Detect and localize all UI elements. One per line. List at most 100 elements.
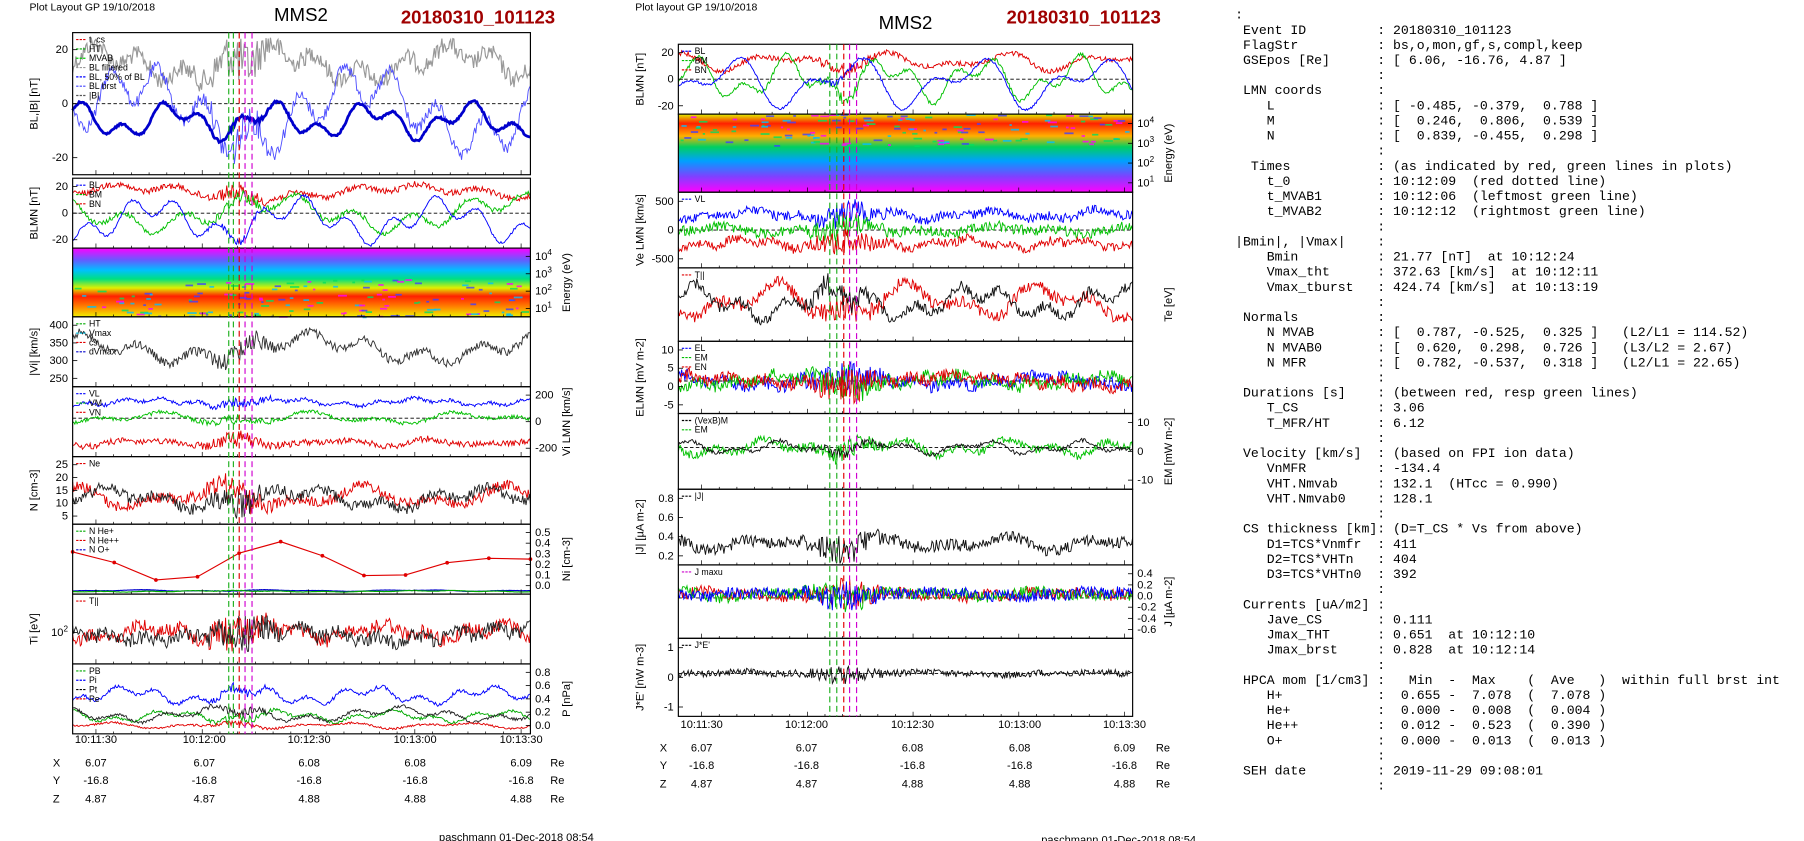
tick-base: 10 [535,268,547,280]
axis-label: BLMN [nT] [634,53,646,106]
ephemeris-unit: Re [1156,778,1170,790]
ephemeris-value: 6.09 [1114,742,1136,754]
spectrogram-speckle [835,126,842,129]
summary-line: D2=TCS*VHTn : 404 [1235,552,1417,567]
axis-label: ELMN [mV m-2] [634,338,646,417]
ephemeris-value: -16.8 [1007,760,1032,772]
tick-exp: 2 [1150,155,1155,164]
spectrogram-speckle [432,298,439,301]
legend-label: EN [695,362,707,372]
axis-label: P [nPa] [561,681,573,717]
tick-exp: 2 [547,283,552,292]
spectrogram-speckle [902,131,906,134]
legend-label: t_cs [89,35,106,45]
spectrogram-speckle [271,288,278,291]
y-tick-label: 250 [50,373,68,385]
y-tick-label: 0 [535,416,541,428]
y-tick-label: -20 [52,152,68,164]
spectrogram-speckle [289,297,294,300]
ephemeris-label: Z [53,794,60,806]
tick-exp: 2 [63,624,68,633]
trace [72,615,531,652]
event-id: 20180310_101123 [401,6,555,27]
layout-label: Plot Layout GP 19/10/2018 [30,2,156,13]
legend-label: PB [89,666,101,676]
spectrogram-speckle [1113,119,1120,122]
spectrogram-speckle [953,126,962,129]
ephemeris-value: 6.08 [404,757,426,769]
spectrogram-speckle [494,301,501,304]
spectrogram-speckle [1015,139,1022,142]
y-tick-label: -5 [664,399,674,411]
spectrogram-speckle [887,115,893,118]
spectrogram-speckle [388,295,396,298]
spectrogram-speckle [725,141,734,144]
spectrogram [678,114,1133,193]
ephemeris-unit: Re [550,794,564,806]
probe: MMS2 [879,12,933,33]
ephemeris-value: -16.8 [403,775,428,787]
trace [72,409,531,427]
spectrogram-speckle [116,300,125,303]
summary-line: Currents [uA/m2] : [1235,597,1385,612]
y-tick-label: 200 [535,390,553,402]
spectrogram-speckle [344,312,347,314]
tick-base: 10 [1137,138,1149,150]
spectrogram-speckle [731,130,737,133]
spectrogram-speckle [684,137,692,139]
spectrogram-speckle [239,296,247,299]
ephemeris-value: 4.88 [404,794,426,806]
y-tick-label: 0.4 [535,538,550,550]
spectrogram-speckle [960,138,964,141]
legend-label: J*E' [695,640,711,650]
spectrogram-speckle [469,313,479,316]
summary-line: H+ : 0.655 - 7.078 ( 7.078 ) [1235,688,1606,703]
trace [72,37,532,92]
y-tick-label: 20 [56,472,68,484]
spectrogram-speckle [1009,124,1012,126]
spectrogram-speckle [414,302,419,304]
summary-line: CS thickness [km]: (D=T_CS * Vs from abo… [1235,522,1582,537]
spectrogram-speckle [942,128,947,131]
ephemeris-unit: Re [550,775,564,787]
spectrogram-speckle [405,315,415,317]
trace-dot [362,573,366,578]
spectrogram-speckle [506,283,513,285]
legend-label: N He++ [89,535,119,545]
spectrogram-speckle [144,292,153,295]
summary-line: SEH date : 2019-11-29 09:08:01 [1235,764,1543,779]
summary-line: : [1235,8,1243,23]
summary-line: t_MVAB1 : 10:12:06 (leftmost green line) [1235,189,1638,204]
legend-label: |B| [89,90,99,100]
spectrogram-speckle [818,119,828,122]
spectrogram-speckle [367,296,374,299]
legend-label: (VexB)M [695,415,728,425]
ephemeris-value: -16.8 [192,775,217,787]
legend-label: VL [695,194,706,204]
spectrogram-speckle [712,128,718,131]
summary-line: Velocity [km/s] : (based on FPI ion data… [1235,446,1575,461]
spectrogram-speckle [1105,123,1113,126]
spectrogram-speckle [316,302,324,304]
ephemeris-value: 4.88 [1009,778,1031,790]
spectrogram-speckle [909,128,914,131]
ephemeris-value: 6.08 [1009,742,1031,754]
spectrogram-speckle [762,124,765,127]
spectrogram-speckle [813,136,820,139]
summary-line: : [1235,779,1385,794]
summary-line: N MVAB0 : [ 0.620, 0.298, 0.726 ] (L3/L2… [1235,340,1732,355]
spectrogram-speckle [405,279,413,281]
axis-label: J*E' [nW m-3] [634,644,646,711]
spectrogram-speckle [359,309,364,312]
spectrogram-speckle [228,314,232,317]
y-tick-label: -20 [52,234,68,246]
spectrogram-speckle [774,145,781,147]
time-label: 10:12:30 [288,734,331,746]
trace [72,707,531,726]
spectrogram-speckle [1046,114,1053,117]
legend-label: BL, 50% of BL [89,72,145,82]
summary-line: VHT.Nmvab0 : 128.1 [1235,491,1432,506]
y-tick-label: 0 [668,225,674,237]
spectrogram-speckle [1117,120,1126,122]
legend-label: HT [89,319,101,329]
